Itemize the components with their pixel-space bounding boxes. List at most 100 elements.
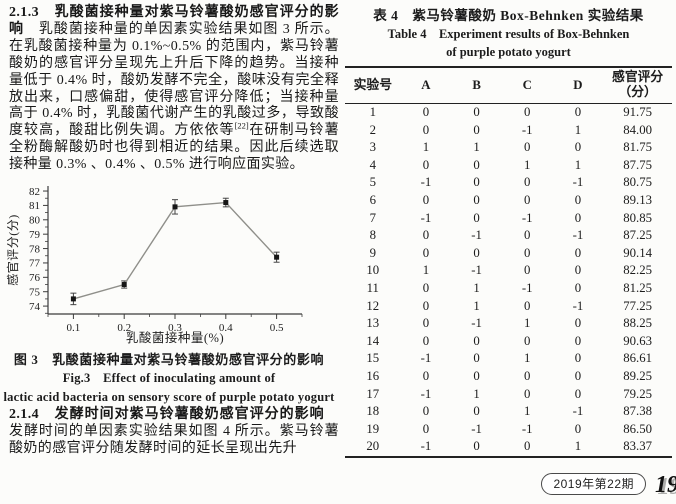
table-cell: 0: [422, 298, 430, 313]
table-cell: 13: [366, 316, 380, 331]
journal-issue-badge: 2019年第22期: [541, 473, 646, 495]
data-point-marker: [70, 296, 76, 302]
table-cell: 5: [369, 175, 376, 190]
table-cell: -1: [521, 210, 533, 225]
table-cell: 80.75: [623, 175, 653, 190]
table-cell: 1: [422, 140, 430, 155]
table-row: 5 -1 0 0 -1 80.75: [345, 174, 672, 192]
table-cell: 0: [473, 157, 480, 172]
table-cell: 0: [422, 421, 430, 436]
table-cell: 16: [366, 368, 380, 383]
table-column-header: A: [421, 77, 431, 92]
table-cell: 0: [473, 175, 480, 190]
table-cell: 1: [524, 351, 531, 366]
table-cell: 0: [524, 386, 531, 401]
table-cell: 0: [524, 298, 531, 313]
paragraph-2-1-3-body: 乳酸菌接种量的单因素实验结果如图 3 所示。在乳酸菌接种量为 0.1%~0.5%…: [9, 21, 339, 139]
table-cell: 0: [422, 333, 430, 348]
table-cell: 1: [369, 105, 376, 119]
table4: 实验号 A B C D 感官评分 （分） 1 0 0 0 0 91.75 2 0 0 -1 1 84.00 3 1 1 0…: [345, 66, 672, 458]
y-axis-label: 感官评分(分): [5, 214, 20, 286]
table-cell: -1: [471, 228, 482, 243]
table-cell: 0: [574, 421, 582, 436]
table-cell: 0: [574, 263, 582, 278]
table-cell: 0: [524, 192, 531, 207]
x-tick-label: 0.4: [219, 322, 233, 334]
table-cell: -1: [471, 316, 482, 331]
y-tick-label: 76: [29, 272, 41, 284]
table-cell: 91.75: [623, 105, 653, 119]
table-cell: 10: [366, 263, 380, 278]
table-cell: 83.37: [623, 439, 653, 454]
data-point-marker: [274, 254, 280, 260]
table-cell: 0: [422, 404, 430, 419]
section-heading-2-1-3: 2.1.3 乳酸菌接种量对紫马铃薯酸奶感官评分的影响: [9, 5, 339, 37]
table-cell: -1: [521, 280, 533, 295]
citation-ref-22: [22]: [234, 120, 249, 131]
table-row: 1 0 0 0 0 91.75: [345, 104, 672, 122]
table-cell: 15: [366, 351, 380, 366]
table-cell: 81.25: [623, 280, 653, 295]
table4-title-en2: of purple potato yogurt: [446, 45, 571, 59]
table-cell: 0: [574, 105, 582, 119]
table-row: 11 0 1 -1 0 81.25: [345, 280, 672, 298]
table-cell: 0: [473, 439, 480, 454]
table-cell: 7: [369, 210, 376, 225]
table-cell: 81.75: [623, 140, 653, 155]
table-cell: 82.25: [623, 263, 653, 278]
table-cell: 0: [574, 140, 582, 155]
table-cell: 89.25: [623, 368, 653, 383]
table-cell: 0: [524, 263, 531, 278]
figure3-caption-en2: lactic acid bacteria on sensory score of…: [3, 389, 335, 404]
table-cell: 77.25: [623, 298, 653, 313]
y-tick-label: 82: [29, 186, 40, 198]
table-cell: 0: [473, 192, 480, 207]
paragraph-2-1-4: 2.1.4 发酵时间对紫马铃薯酸奶感官评分的影响 发酵时间的单因素实验结果如图 …: [9, 407, 339, 458]
table-cell: 0: [422, 122, 430, 137]
y-tick-label: 78: [29, 243, 41, 255]
table-cell: 0: [422, 368, 430, 383]
table-row: 9 0 0 0 0 90.14: [345, 245, 672, 263]
table-cell: 87.25: [623, 228, 653, 243]
table-cell: 0: [473, 245, 480, 260]
table-cell: 18: [366, 404, 380, 419]
table-cell: 4: [369, 157, 376, 172]
table-cell: 1: [524, 404, 531, 419]
table-column-header: 感官评分 （分）: [612, 70, 664, 99]
table-cell: 1: [574, 439, 582, 454]
table-row: 14 0 0 0 0 90.63: [345, 333, 672, 351]
table-cell: 87.38: [623, 404, 653, 419]
table-cell: 19: [366, 421, 380, 436]
table-cell: 0: [574, 192, 582, 207]
x-tick-label: 0.5: [270, 322, 284, 334]
table-cell: 20: [366, 439, 380, 454]
table-cell: 0: [422, 228, 430, 243]
table-cell: 12: [366, 298, 380, 313]
table-cell: 0: [574, 245, 582, 260]
data-point-marker: [172, 204, 178, 210]
table-row: 15 -1 0 1 0 86.61: [345, 350, 672, 368]
table-cell: 1: [473, 386, 480, 401]
table-cell: 8: [369, 228, 376, 243]
table-cell: 86.50: [623, 421, 653, 436]
table-cell: 1: [473, 280, 480, 295]
table-cell: -1: [572, 228, 584, 243]
table-row: 17 -1 1 0 0 79.25: [345, 386, 672, 404]
table-cell: 0: [422, 192, 430, 207]
table-cell: 0: [524, 333, 531, 348]
table-cell: 0: [473, 351, 480, 366]
table-cell: 0: [473, 210, 480, 225]
table-cell: 2: [369, 122, 376, 137]
table-cell: 89.13: [623, 192, 653, 207]
paragraph-2-1-3-body2: 在研制马铃薯全粉酶解酸奶时也得到相近的结果。因此后续选取接种量 0.3% 、0.…: [9, 123, 340, 173]
y-tick-label: 74: [29, 301, 41, 313]
table-cell: -1: [572, 175, 584, 190]
figure3-caption-cn: 图 3 乳酸菌接种量对紫马铃薯酸奶感官评分的影响: [13, 352, 325, 367]
table-cell: -1: [572, 404, 584, 419]
table-cell: 90.63: [623, 333, 653, 348]
figure3-caption-en1: Fig.3 Effect of inoculating amount of: [62, 371, 276, 385]
table-cell: 0: [524, 105, 531, 119]
table-cell: 9: [369, 245, 376, 260]
x-tick-label: 0.2: [117, 322, 131, 334]
